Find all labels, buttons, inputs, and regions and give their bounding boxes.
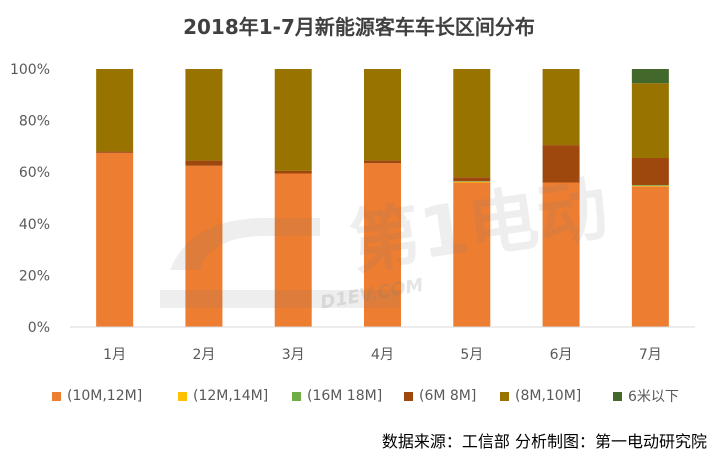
y-tick-label: 60%	[19, 165, 50, 181]
legend-swatch	[292, 391, 301, 401]
bar-segment	[185, 69, 223, 161]
legend-label: (12M,14M]	[193, 388, 269, 404]
bar-segment	[364, 160, 401, 164]
legend-swatch	[613, 391, 622, 401]
legend-label: 6米以下	[628, 389, 679, 405]
bar-segment	[453, 181, 491, 182]
bar-segment	[631, 158, 669, 186]
x-tick-label: 2月	[192, 347, 215, 363]
legend-label: (16M 18M]	[307, 388, 383, 404]
bar-segment	[364, 69, 401, 161]
bar-segment	[364, 163, 401, 327]
x-tick-label: 5月	[460, 347, 483, 363]
chart-title: 2018年1-7月新能源客车车长区间分布	[183, 15, 535, 39]
bar-segment	[453, 69, 491, 178]
bar-segment	[96, 152, 134, 327]
x-tick-label: 6月	[550, 347, 573, 363]
legend-swatch	[178, 391, 187, 401]
y-tick-label: 100%	[10, 62, 50, 78]
bar-segment	[185, 160, 223, 166]
legend-swatch	[52, 391, 61, 401]
legend: (10M,12M] (12M,14M] (16M 18M] (6M 8M] (8M,10…	[0, 386, 719, 406]
x-tick-label: 7月	[639, 347, 662, 363]
bar-segment	[453, 177, 491, 182]
x-tick-label: 4月	[371, 347, 394, 363]
bar-segment	[274, 69, 312, 171]
y-tick-label: 0%	[28, 320, 50, 336]
bar-segment	[185, 165, 223, 327]
legend-swatch	[404, 391, 413, 401]
bar-segment	[631, 185, 669, 186]
legend-item: (8M,10M]	[500, 386, 581, 406]
source-note: 数据来源：工信部 分析制图：第一电动研究院	[381, 432, 707, 451]
legend-item: (6M 8M]	[404, 386, 476, 406]
x-axis: 1月 2月 3月 4月 5月 6月 7月	[103, 347, 662, 363]
legend-item: 6米以下	[613, 386, 679, 406]
bar-segment	[453, 182, 491, 327]
x-tick-label: 3月	[282, 347, 305, 363]
bar-segment	[96, 69, 134, 152]
legend-label: (10M,12M]	[67, 388, 143, 404]
y-axis: 0% 20% 40% 60% 80% 100%	[10, 62, 50, 336]
bar-segment	[96, 151, 134, 153]
legend-item: (10M,12M]	[52, 386, 142, 406]
bar-segment	[274, 173, 312, 327]
bar-segment	[542, 182, 580, 327]
legend-swatch	[500, 391, 509, 401]
bar-segment	[542, 145, 580, 183]
bars-group	[96, 69, 669, 327]
y-tick-label: 20%	[19, 268, 50, 284]
bar-segment	[631, 83, 669, 159]
legend-label: (6M 8M]	[419, 388, 477, 404]
stacked-bar-chart: 2018年1-7月新能源客车车长区间分布 0%20%40%60%80%100% …	[10, 15, 695, 363]
legend-item: (12M,14M]	[178, 386, 268, 406]
legend-item: (16M 18M]	[292, 386, 382, 406]
y-tick-label: 40%	[19, 217, 50, 233]
bar-segment	[274, 170, 312, 174]
bar-segment	[631, 186, 669, 327]
bar-segment	[453, 181, 491, 183]
x-tick-label: 1月	[103, 347, 126, 363]
bar-segment	[631, 185, 669, 187]
legend-label: (8M,10M]	[515, 388, 582, 404]
bar-segment	[631, 69, 669, 84]
y-tick-label: 80%	[19, 114, 50, 130]
bar-segment	[542, 69, 580, 146]
